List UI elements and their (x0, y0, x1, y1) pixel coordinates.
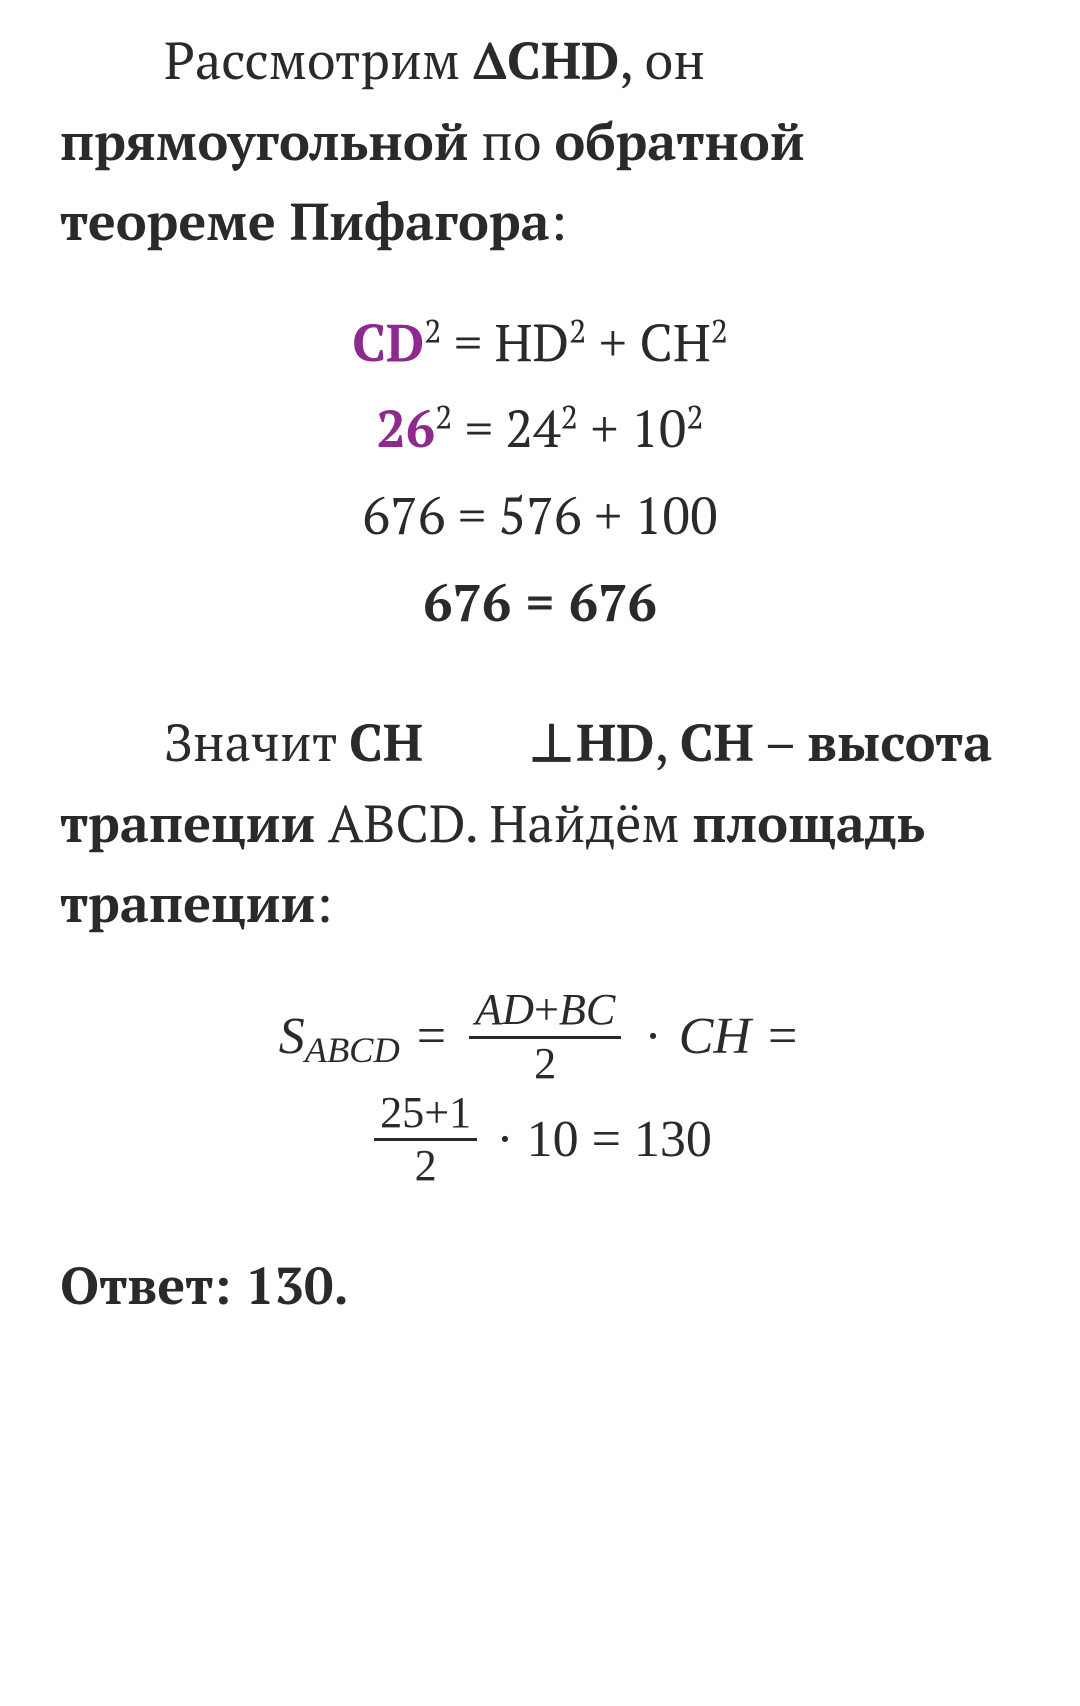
text: , он (619, 25, 705, 94)
text: по (469, 106, 555, 175)
formula-line-1: SABCD = AD+BC 2 · CH = (60, 988, 1020, 1091)
equation-line-1: CD2 = HD2 + CH2 (60, 302, 1020, 383)
term: 10 (631, 393, 686, 462)
text: Значит (164, 707, 349, 776)
area-formula: SABCD = AD+BC 2 · CH = 25+1 2 · 10 = 130 (60, 988, 1020, 1194)
text: ABCD. Найдём (315, 788, 692, 857)
exponent: 2 (711, 310, 728, 352)
var-S: S (279, 1008, 305, 1065)
intro-paragraph: Рассмотрим ΔCHD, он прямоугольной по обр… (60, 20, 1020, 262)
fraction-2: 25+1 2 (374, 1090, 477, 1190)
text: , (654, 707, 679, 776)
text-bold: прямоугольной (60, 106, 469, 175)
var-CH: CH (679, 1008, 751, 1065)
answer-value: 130. (245, 1250, 349, 1319)
term: HD (494, 307, 569, 376)
exponent: 2 (561, 397, 578, 439)
equation-line-4: 676 = 676 (60, 562, 1020, 643)
text: : (315, 868, 332, 937)
triangle-label: ΔCHD (473, 25, 620, 94)
perpendicular-icon: ⊥ (423, 702, 576, 783)
plus: + (586, 307, 639, 376)
ch-label: CH (680, 707, 754, 776)
plus-icon: + (534, 985, 559, 1034)
answer-line: Ответ: 130. (60, 1250, 1020, 1319)
text-bold: CH⊥HD (349, 707, 654, 776)
plus: + (578, 393, 631, 462)
var-AD: AD (475, 985, 534, 1034)
pythagoras-equations: CD2 = HD2 + CH2 262 = 242 + 102 676 = 57… (60, 302, 1020, 642)
subscript-abcd: ABCD (305, 1030, 400, 1070)
tail-calc: · 10 = 130 (496, 1111, 712, 1168)
exponent: 2 (686, 397, 703, 439)
exponent: 2 (424, 310, 441, 352)
exponent: 2 (435, 397, 452, 439)
ch-label: CH (349, 707, 423, 776)
equals: = (764, 1008, 801, 1065)
exponent: 2 (569, 310, 586, 352)
dot-operator: · (640, 1008, 678, 1065)
answer-label: Ответ: (60, 1250, 245, 1319)
numerator: 25+1 (374, 1090, 477, 1141)
denominator: 2 (374, 1141, 477, 1189)
formula-line-2: 25+1 2 · 10 = 130 (60, 1091, 1020, 1194)
text: – (754, 707, 808, 776)
var-BC: BC (559, 985, 615, 1034)
numerator: AD+BC (469, 987, 621, 1038)
text: : (550, 186, 567, 255)
equals: = (452, 393, 505, 462)
term: CH (639, 307, 710, 376)
fraction-1: AD+BC 2 (469, 987, 621, 1087)
denominator: 2 (469, 1039, 621, 1087)
conclusion-paragraph: Значит CH⊥HD, CH – высота трапеции ABCD.… (60, 702, 1020, 944)
equation-line-2: 262 = 242 + 102 (60, 388, 1020, 469)
num-26: 26 (376, 393, 435, 462)
equals: = (441, 307, 494, 376)
text: Рассмотрим (164, 25, 473, 94)
hd-label: HD (576, 707, 654, 776)
equation-line-3: 676 = 576 + 100 (60, 475, 1020, 556)
term: 24 (505, 393, 560, 462)
equals: = (413, 1008, 463, 1065)
cd-label: CD (352, 307, 424, 376)
